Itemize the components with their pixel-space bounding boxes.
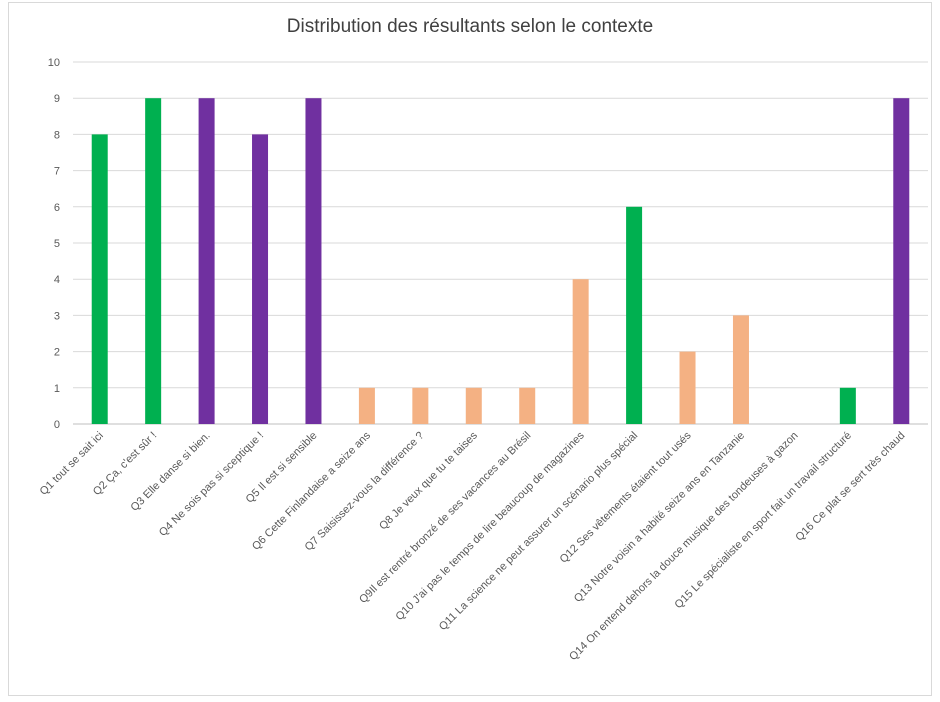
y-tick-label: 4 <box>54 274 60 286</box>
chart-title: Distribution des résultants selon le con… <box>286 16 654 37</box>
y-tick-label: 1 <box>54 383 60 395</box>
bar <box>358 387 375 424</box>
bar <box>305 98 322 424</box>
bar <box>252 134 269 424</box>
y-tick-label: 7 <box>54 166 60 178</box>
bar <box>91 134 108 424</box>
y-tick-label: 2 <box>54 347 60 359</box>
bar <box>732 315 749 424</box>
y-tick-label: 6 <box>54 202 60 214</box>
bar <box>519 387 536 424</box>
x-tick-label: Q8 Je veux que tu te taises <box>377 429 480 532</box>
bar <box>465 387 482 424</box>
y-tick-label: 3 <box>54 310 60 322</box>
y-tick-label: 8 <box>54 129 60 141</box>
y-tick-label: 5 <box>54 238 60 250</box>
x-tick-label: Q10 J'ai pas le temps de lire beaucoup d… <box>393 429 587 623</box>
x-tick-label: Q6 Cette Finlandaise a seize ans <box>250 429 373 552</box>
bar <box>679 351 696 424</box>
x-tick-label: Q4 Ne sois pas si sceptique ! <box>157 430 266 539</box>
x-tick-label: Q11 La science ne peut assurer un scénar… <box>437 430 640 633</box>
x-tick-label: Q7 Saisissez-vous la différence ? <box>303 430 427 554</box>
bar <box>198 98 215 424</box>
bar <box>145 98 162 424</box>
bar <box>412 387 429 424</box>
y-tick-label: 9 <box>54 93 60 105</box>
chart-frame <box>8 2 932 696</box>
y-tick-label: 0 <box>54 419 60 431</box>
bar <box>572 279 589 424</box>
bar <box>626 206 643 424</box>
x-tick-label: Q15 Le spécialiste en sport fait un trav… <box>673 430 854 611</box>
x-tick-label: Q16 Ce plat se sert très chaud <box>793 430 907 544</box>
bar <box>839 387 856 424</box>
y-tick-label: 10 <box>48 57 60 69</box>
bar <box>893 98 910 424</box>
